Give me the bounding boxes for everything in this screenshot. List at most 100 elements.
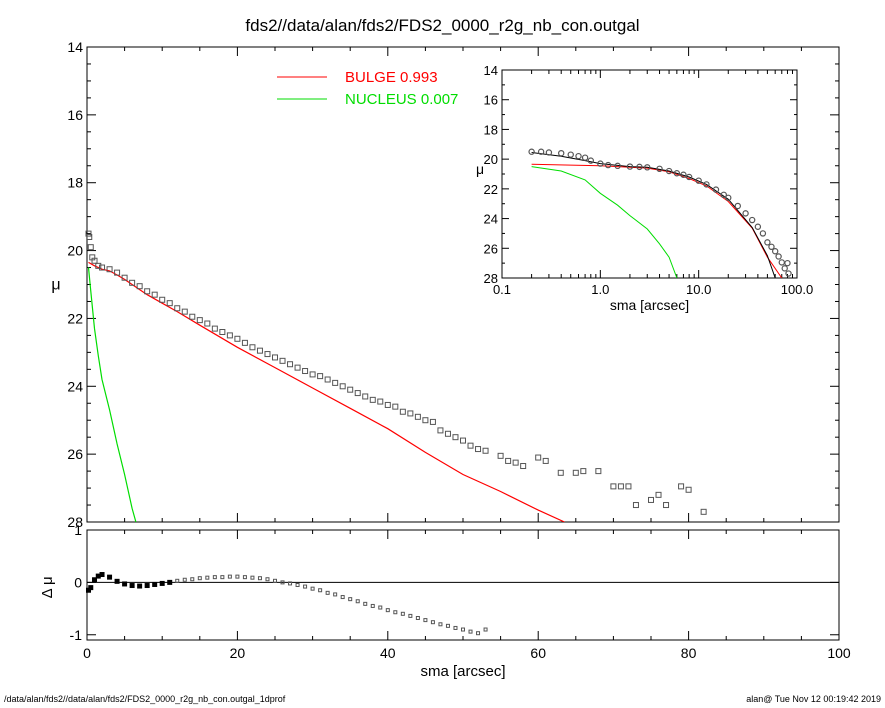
main-data-point (542, 457, 549, 464)
inset-data-point (537, 148, 545, 155)
residual-data-point (295, 583, 300, 587)
residual-data-point (129, 583, 135, 589)
inset-data-point (725, 194, 732, 201)
residual-data-point (363, 601, 368, 606)
main-data-point (467, 442, 474, 449)
main-data-point (264, 351, 271, 358)
main-data-point (392, 403, 399, 410)
main-data-point (497, 452, 504, 459)
main-data-point (114, 269, 121, 276)
inset-data-point (636, 163, 643, 171)
main-data-point (685, 486, 692, 493)
main-data-point (86, 234, 93, 240)
footer-filepath: /data/alan/fds2//data/alan/fds2/FDS2_000… (4, 694, 286, 704)
residual-data-point (242, 575, 247, 580)
residual-data-point (348, 597, 353, 602)
residual-data-point (273, 578, 277, 583)
main-data-point (444, 430, 451, 437)
x-tick-label: 60 (530, 645, 546, 661)
inset-x-tick-label: 0.1 (493, 282, 511, 297)
main-data-point (617, 483, 624, 490)
main-data-point (595, 468, 602, 475)
main-data-point (181, 308, 188, 315)
main-data-point (241, 339, 248, 346)
residual-data-point (144, 583, 150, 589)
residual-data-point (212, 575, 217, 580)
footer-user-timestamp: alan@ Tue Nov 12 00:19:42 2019 (746, 694, 881, 704)
residual-data-point (107, 574, 113, 580)
residual-y-tick-label: 1 (74, 522, 82, 538)
main-data-point (505, 457, 512, 464)
residual-data-point (453, 625, 458, 630)
residual-data-point (190, 577, 195, 582)
main-data-point (211, 325, 218, 332)
x-tick-label: 40 (380, 645, 396, 661)
inset-data-point (695, 177, 702, 184)
inset-data-point (734, 202, 741, 210)
main-data-point (655, 491, 662, 498)
residual-data-point (152, 581, 158, 587)
residual-data-point (415, 616, 420, 620)
inset-data-point (656, 165, 663, 172)
main-y-tick-label: 28 (67, 514, 83, 530)
residual-data-point (205, 575, 210, 580)
inset-data-point (720, 191, 727, 198)
inset-x-tick-label: 100.0 (781, 282, 814, 297)
residual-data-point (408, 613, 413, 618)
main-data-point (452, 434, 459, 441)
inset-data-point (604, 161, 612, 169)
x-tick-label: 0 (83, 645, 91, 661)
main-data-point (196, 317, 203, 324)
inset-y-tick-label: 22 (484, 182, 498, 197)
residual-data-point (122, 581, 128, 587)
main-data-point (302, 368, 309, 375)
x-axis-label: sma [arcsec] (420, 663, 505, 680)
main-data-point (354, 390, 361, 397)
main-y-tick-label: 16 (67, 107, 83, 123)
inset-x-tick-label: 10.0 (686, 282, 711, 297)
residual-data-point (182, 577, 187, 582)
inset-nucleus-line (531, 166, 678, 278)
legend-label-0: BULGE 0.993 (345, 69, 438, 86)
main-data-point (256, 347, 263, 354)
inset-data-point (581, 154, 589, 161)
residual-plot-frame (86, 529, 840, 641)
residual-data-point (438, 622, 443, 627)
inset-data-point (768, 243, 775, 250)
residual-data-point (393, 610, 398, 615)
residual-data-point (175, 578, 180, 583)
main-data-point (95, 262, 102, 269)
main-data-point (512, 459, 519, 466)
residual-data-point (423, 618, 428, 623)
main-data-point (106, 266, 113, 273)
main-data-point (309, 371, 316, 378)
residual-y-tick-label: -1 (70, 627, 83, 643)
main-data-point (272, 354, 278, 361)
residual-data-point (114, 578, 120, 584)
main-data-point (324, 376, 331, 383)
main-data-point (174, 305, 181, 312)
inset-data-point (748, 216, 756, 224)
inset-data-point (775, 253, 782, 260)
residual-data-point (385, 608, 390, 613)
title: fds2//data/alan/fds2/FDS2_0000_r2g_nb_co… (245, 16, 640, 35)
inset-data-point (665, 167, 673, 175)
inset-data-point (685, 173, 693, 181)
main-data-point (99, 264, 106, 271)
main-data-point (572, 469, 579, 476)
main-y-tick-label: 14 (67, 39, 83, 55)
main-data-point (663, 502, 670, 509)
residual-data-point (167, 579, 173, 585)
main-data-point (580, 468, 587, 475)
main-data-point (678, 483, 685, 490)
residual-data-point (370, 603, 375, 608)
inset-x-axis-label: sma [arcsec] (610, 297, 689, 313)
main-data-point (369, 396, 376, 403)
main-data-point (384, 401, 391, 408)
legend-label-1: NUCLEUS 0.007 (345, 91, 458, 108)
main-y-tick-label: 20 (67, 243, 83, 259)
main-data-point (362, 393, 369, 400)
inset-data-point (575, 152, 582, 160)
main-data-point (460, 437, 466, 444)
